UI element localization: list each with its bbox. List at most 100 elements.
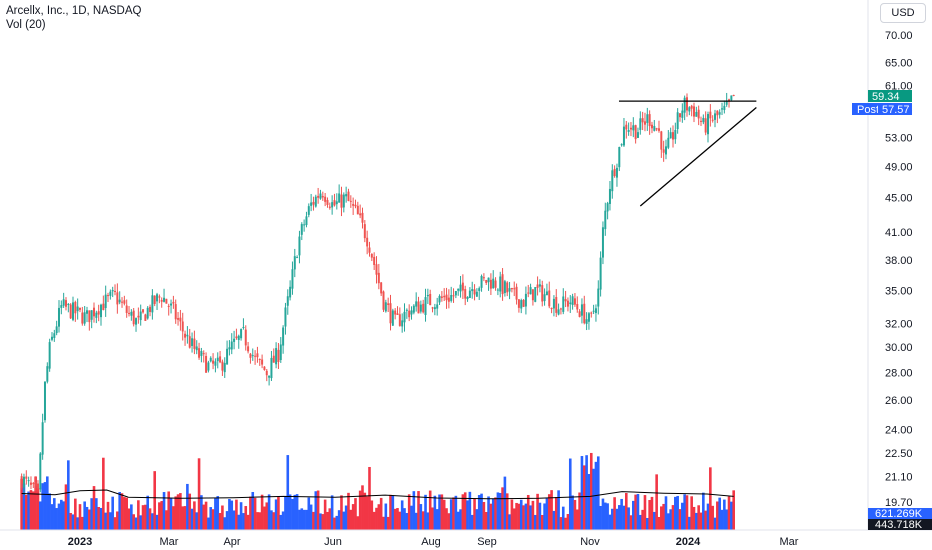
- volume-bar: [561, 506, 565, 530]
- volume-bar: [713, 517, 717, 530]
- candle-body: [277, 349, 280, 362]
- candle-body: [536, 284, 539, 288]
- candle-body: [681, 110, 684, 118]
- candle-body: [261, 359, 264, 365]
- volume-bar: [442, 499, 446, 530]
- volume-bar: [608, 514, 612, 530]
- volume-bar: [50, 504, 54, 530]
- candle-body: [135, 318, 138, 325]
- candle-body: [20, 476, 23, 488]
- candle-body: [214, 361, 217, 366]
- volume-bar: [613, 497, 616, 530]
- volume-bar: [274, 499, 278, 530]
- volume-bar: [57, 503, 61, 530]
- candle-body: [695, 111, 698, 117]
- volume-bar: [606, 503, 609, 530]
- candle-body: [244, 329, 247, 346]
- volume-bar: [207, 517, 210, 530]
- volume-bar: [36, 488, 40, 530]
- candle-body: [380, 282, 383, 294]
- candle-body: [158, 296, 161, 298]
- candle-body: [363, 224, 366, 239]
- volume-bar: [132, 514, 135, 530]
- candle-body: [506, 282, 509, 293]
- symbol-title[interactable]: Arcellx, Inc., 1D, NASDAQ: [6, 5, 142, 17]
- volume-bar: [709, 467, 712, 530]
- volume-bar: [435, 509, 439, 530]
- volume-bar: [575, 509, 579, 530]
- candle-body: [480, 275, 483, 288]
- volume-bar: [244, 506, 248, 530]
- volume-bar: [447, 513, 451, 530]
- volume-bar: [337, 510, 341, 530]
- price-tick-label: 41.00: [885, 227, 913, 239]
- candle-body: [625, 124, 628, 130]
- candle-body: [125, 305, 128, 313]
- candle-body: [585, 319, 588, 324]
- price-tick-label: 61.00: [885, 81, 913, 93]
- candle-body: [298, 236, 301, 256]
- volume-bar: [71, 514, 75, 530]
- candle-body: [508, 288, 511, 292]
- candle-body: [249, 353, 252, 358]
- volume-bar: [123, 497, 126, 530]
- currency-button[interactable]: USD: [880, 3, 926, 23]
- time-axis: 2023 Mar Apr Jun Aug Sep Nov 2024 Mar: [68, 536, 799, 548]
- volume-bar: [309, 504, 313, 530]
- post-label: Post: [857, 104, 879, 116]
- volume-bar: [452, 497, 455, 530]
- candle-body: [172, 301, 175, 304]
- volume-bar: [632, 500, 635, 530]
- volume-bar: [270, 510, 273, 530]
- candle-body: [471, 289, 474, 292]
- price-tick-label: 49.00: [885, 161, 913, 173]
- volume-bar: [405, 512, 409, 530]
- volume-bar: [216, 496, 220, 530]
- price-tick-label: 24.00: [885, 424, 913, 436]
- candle-body: [237, 335, 240, 340]
- candle-body: [109, 291, 112, 296]
- volume-bar: [118, 492, 121, 530]
- candle-body: [48, 342, 51, 369]
- volume-bar: [695, 512, 698, 530]
- volume-bar: [601, 498, 605, 530]
- candle-body: [160, 299, 163, 302]
- volume-bar: [193, 501, 196, 530]
- candle-body: [198, 348, 201, 358]
- volume-bar: [480, 493, 483, 530]
- volume-bar: [251, 492, 255, 530]
- candle-body: [200, 351, 203, 356]
- volume-bar: [307, 497, 311, 530]
- candle-body: [426, 294, 429, 297]
- volume-bar: [428, 490, 432, 530]
- volume-bar: [263, 506, 266, 530]
- volume-bar: [260, 494, 264, 530]
- volume-bar: [172, 506, 175, 530]
- candle-body: [53, 333, 56, 338]
- candle-body: [457, 288, 460, 291]
- volume-bar: [340, 495, 343, 530]
- price-tick-label: 45.00: [885, 193, 913, 205]
- volume-bar: [398, 511, 402, 530]
- candle-body: [671, 132, 674, 140]
- candle-body: [270, 357, 273, 379]
- candle-body: [181, 321, 184, 332]
- candle-body: [594, 308, 597, 313]
- candle-body: [235, 336, 238, 339]
- candle-body: [324, 196, 327, 202]
- candle-body: [650, 124, 653, 129]
- volume-bar: [295, 494, 299, 530]
- candle-body: [205, 356, 208, 373]
- candle-body: [391, 310, 394, 326]
- candle-body: [321, 196, 324, 198]
- volume-bar: [730, 501, 733, 530]
- candle-body: [697, 109, 700, 119]
- price-tick-label: 21.10: [885, 472, 913, 484]
- volume-bar: [232, 510, 236, 530]
- volume-indicator-label[interactable]: Vol (20): [6, 19, 46, 31]
- candle-body: [46, 366, 49, 382]
- volume-bar: [211, 509, 215, 530]
- candle-body: [721, 108, 724, 110]
- candle-body: [632, 125, 635, 131]
